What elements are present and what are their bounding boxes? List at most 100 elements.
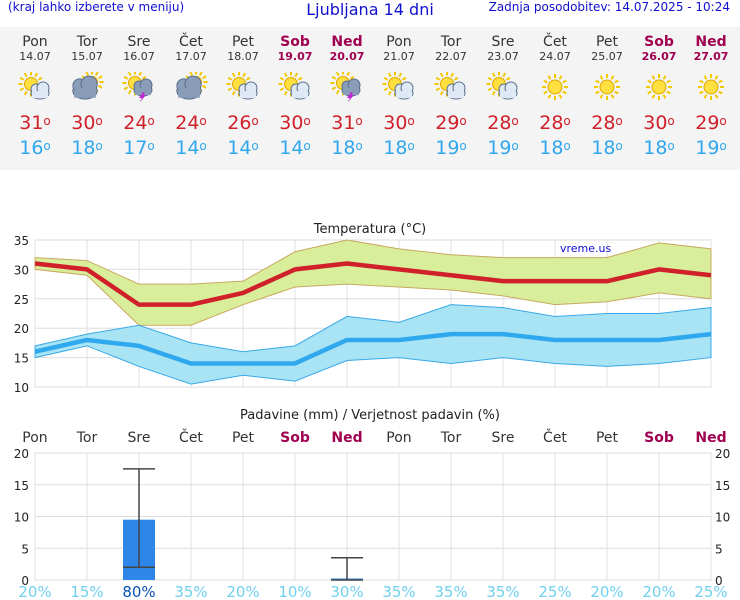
sun-icon [542, 74, 568, 100]
forecast-day: Pet 25.07 28o 18o [581, 27, 633, 161]
precip-probability: 10% [278, 583, 311, 600]
precip-probability: 35% [434, 583, 467, 600]
min-temp-value: 14 [227, 137, 252, 159]
min-temp-value: 14 [279, 137, 304, 159]
sun-cloud-icon [434, 72, 466, 100]
degree-symbol: o [511, 139, 519, 153]
day-name: Ned [331, 34, 363, 50]
min-temp-value: 19 [487, 137, 512, 159]
min-temp-value: 16 [19, 137, 44, 159]
max-temp-value: 28 [591, 112, 616, 134]
max-temp: 31o [321, 111, 373, 135]
precip-day-label: Pet [596, 430, 619, 446]
max-temp: 29o [425, 111, 477, 135]
precip-ytick-left: 10 [14, 511, 29, 525]
day-date: 18.07 [227, 50, 259, 63]
precip-probability: 20% [642, 583, 675, 600]
day-name: Ned [695, 34, 727, 50]
degree-symbol: o [303, 139, 311, 153]
day-name: Pon [386, 34, 412, 50]
max-temp-value: 31 [331, 112, 356, 134]
min-temp: 19o [477, 135, 529, 161]
day-name: Sob [280, 34, 310, 50]
min-temp: 16o [9, 135, 61, 161]
precip-ytick-left: 15 [14, 479, 29, 493]
degree-symbol: o [43, 114, 51, 128]
degree-symbol: o [95, 114, 103, 128]
degree-symbol: o [667, 139, 675, 153]
day-date: 27.07 [693, 50, 729, 63]
day-name: Čet [179, 34, 203, 50]
degree-symbol: o [459, 114, 467, 128]
temp-chart-title: Temperatura (°C) [313, 222, 426, 237]
day-date: 24.07 [539, 50, 571, 63]
min-temp-value: 14 [175, 137, 200, 159]
day-name: Pon [22, 34, 48, 50]
day-date: 21.07 [383, 50, 415, 63]
min-temp-value: 18 [71, 137, 96, 159]
degree-symbol: o [719, 139, 727, 153]
max-temp-value: 29 [695, 112, 720, 134]
precip-day-label: Sob [644, 430, 674, 446]
degree-symbol: o [563, 139, 571, 153]
min-temp-value: 18 [539, 137, 564, 159]
degree-symbol: o [199, 139, 207, 153]
page-title: Ljubljana 14 dni [306, 0, 434, 19]
max-temp: 31o [9, 111, 61, 135]
day-name: Sre [491, 34, 515, 50]
degree-symbol: o [355, 139, 363, 153]
max-temp-value: 30 [383, 112, 408, 134]
degree-symbol: o [667, 114, 675, 128]
min-temp: 18o [61, 135, 113, 161]
min-temp-value: 18 [591, 137, 616, 159]
cloud-sun-icon [72, 72, 104, 100]
precip-day-label: Ned [695, 430, 726, 446]
min-temp-value: 18 [331, 137, 356, 159]
degree-symbol: o [719, 114, 727, 128]
min-temp: 18o [529, 135, 581, 161]
day-date: 26.07 [641, 50, 677, 63]
precip-day-label: Ned [331, 430, 362, 446]
forecast-day: Sob 19.07 30o 14o [269, 27, 321, 161]
degree-symbol: o [95, 139, 103, 153]
precip-ytick-left: 5 [21, 542, 29, 556]
min-temp: 14o [217, 135, 269, 161]
day-date: 19.07 [277, 50, 313, 63]
day-date: 25.07 [591, 50, 623, 63]
forecast-strip: Pon 14.07 31o 16o Tor 15.07 30o 18o Sre 16.07 24o 1… [0, 27, 740, 170]
day-date: 22.07 [435, 50, 467, 63]
max-temp: 30o [269, 111, 321, 135]
min-temp: 14o [165, 135, 217, 161]
precip-probability: 20% [226, 583, 259, 600]
degree-symbol: o [147, 139, 155, 153]
degree-symbol: o [199, 114, 207, 128]
sun-icon [646, 74, 672, 100]
max-temp-value: 28 [487, 112, 512, 134]
min-temp-value: 19 [435, 137, 460, 159]
degree-symbol: o [43, 139, 51, 153]
day-name: Pet [231, 34, 255, 50]
min-temp-value: 19 [695, 137, 720, 159]
forecast-day: Tor 22.07 29o 19o [425, 27, 477, 161]
degree-symbol: o [251, 139, 259, 153]
max-temp: 30o [61, 111, 113, 135]
precip-ytick-left: 20 [14, 447, 29, 461]
degree-symbol: o [303, 114, 311, 128]
min-temp: 17o [113, 135, 165, 161]
precip-day-label: Pon [22, 430, 47, 446]
sun-storm-icon [122, 72, 153, 102]
forecast-day: Sre 16.07 24o 17o [113, 27, 165, 161]
degree-symbol: o [459, 139, 467, 153]
precip-ytick-left: 0 [21, 574, 29, 588]
degree-symbol: o [147, 114, 155, 128]
day-date: 17.07 [175, 50, 207, 63]
forecast-day: Pet 18.07 26o 14o [217, 27, 269, 161]
precip-chart-title: Padavine (mm) / Verjetnost padavin (%) [240, 408, 500, 423]
min-temp: 19o [685, 135, 737, 161]
sun-cloud-icon [278, 72, 310, 100]
tmin-line [34, 331, 712, 366]
watermark: vreme.us [560, 242, 612, 255]
temp-ytick: 20 [14, 322, 29, 336]
degree-symbol: o [563, 114, 571, 128]
